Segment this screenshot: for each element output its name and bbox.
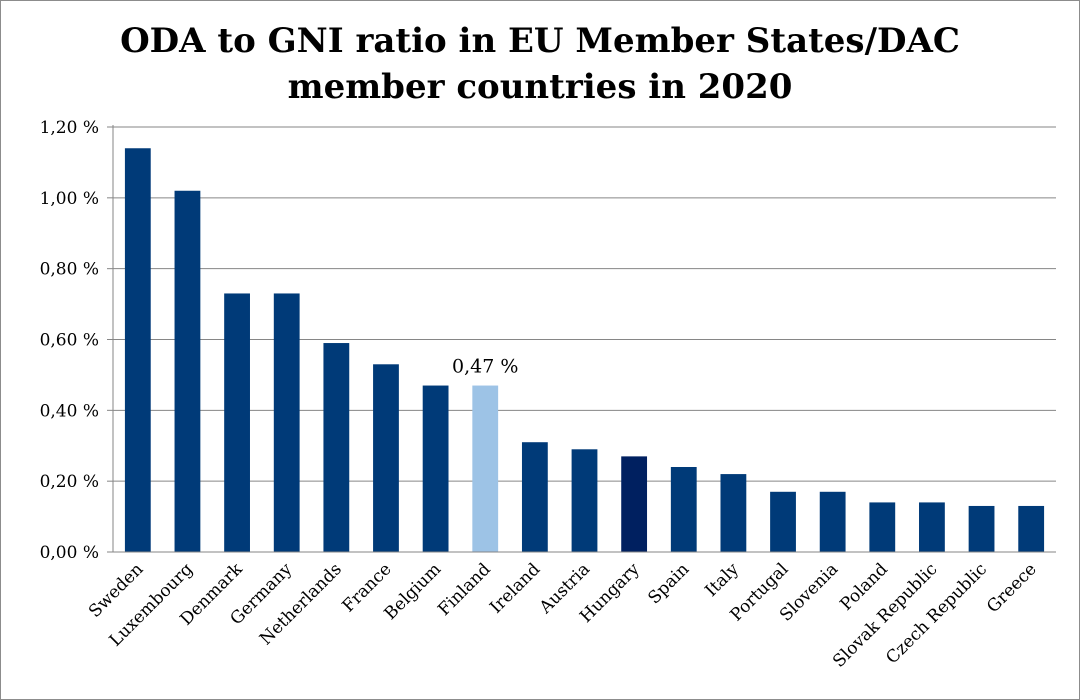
x-tick-label-greece: Greece [983, 559, 1041, 617]
bar-ireland [521, 442, 548, 552]
y-tick-label: 1,20 % [40, 118, 99, 138]
bar-sweden [124, 148, 151, 552]
bar-slovenia [819, 491, 846, 552]
bars [124, 148, 1045, 552]
y-tick-label: 0,00 % [40, 543, 99, 563]
y-tick-label: 1,00 % [40, 189, 99, 209]
bar-spain [670, 467, 697, 552]
bar-denmark [224, 293, 250, 552]
bar-italy [720, 474, 747, 552]
bar-luxembourg [174, 190, 201, 552]
bar-czech-republic [968, 505, 995, 552]
data-label-finland: 0,47 % [452, 356, 518, 378]
bar-austria [571, 449, 598, 552]
axes [107, 125, 1056, 553]
y-tick-label: 0,20 % [40, 472, 99, 492]
gridlines [113, 126, 1056, 482]
bar-hungary [621, 456, 648, 552]
x-tick-label-italy: Italy [701, 559, 743, 601]
y-tick-label: 0,60 % [40, 331, 99, 351]
chart-title-line-1: ODA to GNI ratio in EU Member States/DAC [120, 21, 960, 61]
bar-slovak-republic [919, 502, 945, 552]
chart-title-line-2: member countries in 2020 [287, 67, 793, 107]
x-tick-label-spain: Spain [644, 559, 693, 608]
bar-germany [273, 293, 300, 552]
bar-france [373, 364, 399, 552]
chart-title: ODA to GNI ratio in EU Member States/DAC… [0, 18, 1080, 110]
bar-greece [1018, 505, 1045, 552]
bar-netherlands [323, 343, 350, 552]
bar-finland [472, 385, 499, 552]
bar-poland [869, 502, 896, 552]
bar-belgium [422, 385, 449, 552]
bar-portugal [770, 491, 796, 552]
y-tick-label: 0,80 % [40, 260, 99, 280]
x-tick-label-ireland: Ireland [486, 559, 544, 617]
y-tick-label: 0,40 % [40, 401, 99, 421]
x-tick-label-finland: Finland [434, 559, 495, 620]
